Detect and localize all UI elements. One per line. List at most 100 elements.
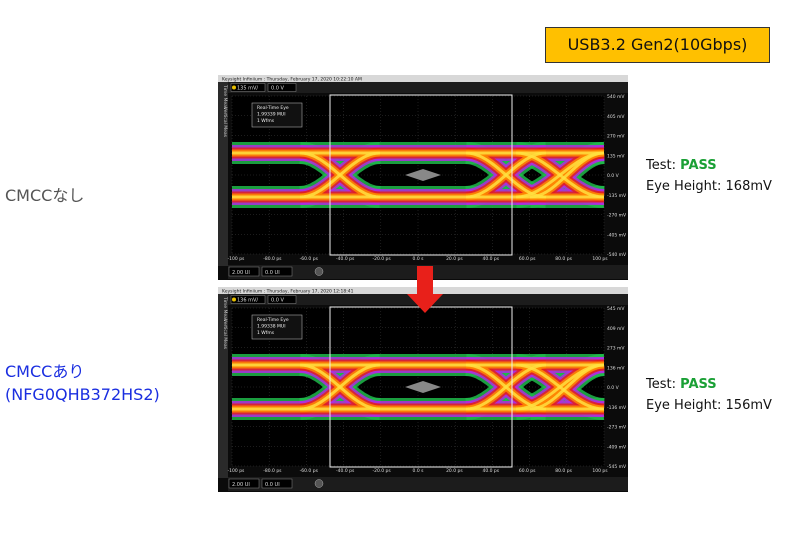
y-label: 409 mV [607,326,625,332]
test-line: Test: PASS [646,155,772,176]
eye-mask [405,381,441,393]
scope: Keysight Infiniium : Thursday, February … [218,287,628,492]
result-block: Test: PASS Eye Height: 168mV [646,155,772,197]
x-label: 100 ps [592,256,608,262]
eye-trace [515,363,605,411]
pass: PASS [680,158,717,173]
eye-window [329,94,513,256]
bottom-value: 2.00 UI [232,270,250,276]
side-tab: Time Meas [222,84,228,110]
y-label: 136 mV [607,365,625,371]
x-label: 40.0 ps [482,468,499,474]
eye-trace [529,363,605,411]
y-label: -545 mV [607,464,627,470]
pass: PASS [680,377,717,392]
info-text: 1 Wfms [257,330,275,336]
label-line: CMCCあり [5,362,85,381]
side-tab: Time Meas [222,296,228,322]
info-box [251,102,303,128]
scale-box [230,83,266,92]
y-label: 0.0 V [607,385,620,391]
info-text: Real-Time Eye [257,105,289,111]
x-label: 20.0 ps [446,256,463,262]
x-label: -60.0 ps [300,468,319,474]
y-label: 405 mV [607,114,625,120]
x-label: -20.0 ps [372,256,391,262]
eye-height: Eye Height: 168mV [646,179,772,194]
info-text: 1.99338 MUI [257,324,286,330]
x-label: 100 ps [592,468,608,474]
y-label: -273 mV [607,425,627,431]
knob [314,267,324,276]
info-text: 1.99339 MUI [257,112,286,118]
side-tab: Vertical Meas [222,319,228,350]
label-line: (NFG0QHB372HS2) [5,385,160,404]
x-label: 0.0 s [413,256,425,262]
scope: Keysight Infiniium : Thursday, February … [218,75,628,280]
side-tabs [218,82,228,266]
x-label: 60.0 ps [519,256,536,262]
channel-dot [232,297,236,302]
y-label: -540 mV [607,252,627,258]
bottom-value: 0.0 UI [265,270,280,276]
offset-box [267,295,297,304]
bottom-value: 0.0 UI [265,482,280,488]
scope-header: Keysight Infiniium : Thursday, February … [222,77,362,83]
y-label: -405 mV [607,232,627,238]
x-label: -100 ps [228,256,245,262]
x-label: 60.0 ps [519,468,536,474]
eye-mask [405,169,441,181]
offset: 0.0 V [271,86,285,92]
test-label: Test: [646,377,676,392]
y-label: -135 mV [607,193,627,199]
y-label: 135 mV [607,153,625,159]
bottom-box [261,478,293,489]
x-label: 80.0 ps [555,468,572,474]
x-label: 0.0 s [413,468,425,474]
arrow [407,266,443,313]
x-label: -20.0 ps [372,468,391,474]
y-label: -409 mV [607,444,627,450]
x-label: -40.0 ps [336,256,355,262]
x-label: -80.0 ps [263,256,282,262]
offset: 0.0 V [271,298,285,304]
test-label: Test: [646,158,676,173]
eye-height: Eye Height: 156mV [646,398,772,413]
scale: 136 mV/ [237,298,258,304]
info-text: 1 Wfms [257,118,275,124]
bottom-box [261,266,293,277]
channel-dot [232,85,236,90]
x-label: 40.0 ps [482,256,499,262]
label-line: CMCCなし [5,186,85,205]
result-block: Test: PASS Eye Height: 156mV [646,374,772,416]
scale: 135 mV/ [237,86,258,92]
row-label: CMCCあり (NFG0QHB372HS2) [5,360,160,406]
eye-trace [299,151,381,199]
scale-box [230,295,266,304]
toolbar [228,82,628,93]
x-label: 20.0 ps [446,468,463,474]
x-label: -80.0 ps [263,468,282,474]
knob [314,479,324,488]
info-text: Real-Time Eye [257,317,289,323]
scope-header: Keysight Infiniium : Thursday, February … [222,289,354,295]
x-label: 80.0 ps [555,256,572,262]
scope-titlebar [218,75,628,82]
y-label: 273 mV [607,346,625,352]
eye-trace [515,151,605,199]
y-label: 545 mV [607,306,625,312]
side-tab: Vertical Meas [222,107,228,138]
side-tabs [218,294,228,478]
y-label: -136 mV [607,405,627,411]
y-label: 540 mV [607,94,625,100]
eye-trace [299,363,381,411]
offset-box [267,83,297,92]
x-label: -40.0 ps [336,468,355,474]
bottom-box [228,266,260,277]
x-label: -100 ps [228,468,245,474]
x-label: -60.0 ps [300,256,319,262]
info-box [251,314,303,340]
y-label: -270 mV [607,213,627,219]
